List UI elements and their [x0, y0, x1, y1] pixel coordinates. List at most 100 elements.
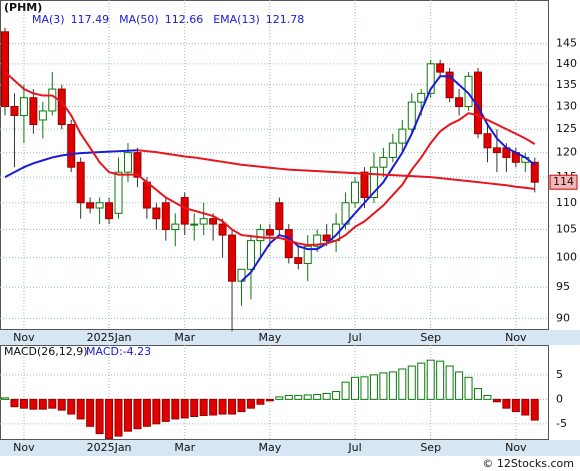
- candle-body: [29, 97, 38, 126]
- x-tick-label: Jul: [347, 331, 361, 344]
- macd-bar: [521, 398, 530, 416]
- macd-bar: [445, 365, 454, 400]
- candle-body: [86, 202, 95, 209]
- macd-bar: [341, 381, 350, 400]
- legend-value: 121.78: [266, 13, 305, 26]
- candle-body: [530, 161, 539, 183]
- candle-body: [228, 234, 237, 282]
- candle-body: [1, 31, 9, 108]
- macd-bar: [237, 398, 246, 413]
- x-tick-label: Sep: [420, 331, 441, 344]
- macd-title: MACD(26,12,9): [4, 345, 88, 358]
- x-tick-label: Mar: [174, 441, 195, 454]
- macd-bar: [417, 362, 426, 400]
- macd-bar: [502, 398, 511, 409]
- candle-body: [492, 147, 501, 154]
- macd-bar: [29, 398, 38, 410]
- macd-bar: [246, 398, 255, 409]
- y-tick-label: 90: [556, 311, 570, 324]
- macd-bar: [123, 398, 132, 432]
- macd-bar: [407, 365, 416, 400]
- price-panel: [0, 0, 549, 330]
- candle-body: [114, 171, 123, 214]
- macd-bar: [48, 398, 57, 409]
- candle-body: [133, 152, 142, 178]
- candle-body: [351, 181, 360, 204]
- macd-bar: [426, 359, 435, 400]
- candle-body: [436, 63, 445, 73]
- candle-body: [142, 181, 151, 209]
- macd-bar: [322, 392, 331, 400]
- watermark: © 12Stocks.com: [482, 457, 574, 470]
- macd-bar: [436, 360, 445, 400]
- candle-body: [199, 218, 208, 225]
- candle-body: [180, 197, 189, 225]
- legend-label: MA(50): [119, 13, 159, 26]
- candle-body: [313, 234, 322, 247]
- macd-bar: [1, 397, 9, 400]
- x-tick-label: Mar: [174, 331, 195, 344]
- candle-body: [388, 142, 397, 158]
- macd-bar: [180, 398, 189, 419]
- macd-bar: [76, 398, 85, 420]
- macd-bar: [38, 398, 47, 410]
- macd-bar: [369, 374, 378, 400]
- candle-body: [95, 202, 104, 209]
- macd-bar: [114, 398, 123, 437]
- x-axis-band: [0, 440, 580, 456]
- candle-body: [48, 88, 57, 112]
- legend-value: 117.49: [71, 13, 110, 26]
- y-tick-label: 140: [556, 57, 577, 70]
- candle-body: [275, 202, 284, 231]
- candle-body: [445, 71, 454, 99]
- legend-label: EMA(13): [213, 13, 260, 26]
- y-tick-label: 105: [556, 223, 577, 236]
- macd-bar: [57, 398, 66, 411]
- y-tick-label: 0: [556, 392, 563, 405]
- x-tick-label: Sep: [420, 441, 441, 454]
- y-tick-label: 135: [556, 78, 577, 91]
- candle-body: [265, 229, 274, 236]
- candle-body: [256, 229, 265, 242]
- y-tick-label: 125: [556, 122, 577, 135]
- candle-body: [369, 166, 378, 199]
- macd-bar: [161, 398, 170, 422]
- x-tick-label: Jul: [347, 441, 361, 454]
- candle-body: [246, 240, 255, 270]
- candle-body: [303, 245, 312, 264]
- macd-bar: [199, 398, 208, 417]
- x-tick-label: Nov: [505, 331, 527, 344]
- x-tick-label: May: [259, 441, 282, 454]
- macd-bar: [275, 396, 284, 400]
- macd-bar: [360, 376, 369, 400]
- macd-bar: [67, 398, 76, 415]
- x-tick-label: 2025Jan: [87, 441, 132, 454]
- candle-body: [161, 202, 170, 231]
- macd-bar: [464, 376, 473, 400]
- macd-bar: [388, 371, 397, 400]
- macd-bar: [190, 398, 199, 417]
- macd-bar: [142, 398, 151, 427]
- candle-body: [379, 156, 388, 168]
- candle-body: [426, 63, 435, 94]
- candle-body: [171, 223, 180, 231]
- y-tick-label: 95: [556, 280, 570, 293]
- price-tag: 114: [553, 175, 574, 188]
- y-tick-label: -5: [556, 417, 567, 430]
- macd-bar: [10, 398, 19, 408]
- candle-body: [483, 133, 492, 149]
- candle-body: [322, 234, 331, 242]
- y-tick-label: 5: [556, 368, 563, 381]
- macd-bar: [313, 393, 322, 400]
- macd-bar: [332, 391, 341, 400]
- macd-bar: [294, 394, 303, 400]
- y-tick-label: 120: [556, 146, 577, 159]
- macd-bar: [105, 398, 114, 440]
- macd-bar: [133, 398, 142, 430]
- macd-bar: [256, 398, 265, 405]
- candle-body: [407, 101, 416, 130]
- candle-body: [123, 152, 132, 173]
- candle-body: [360, 171, 369, 199]
- macd-bar: [398, 368, 407, 400]
- candle-body: [294, 257, 303, 264]
